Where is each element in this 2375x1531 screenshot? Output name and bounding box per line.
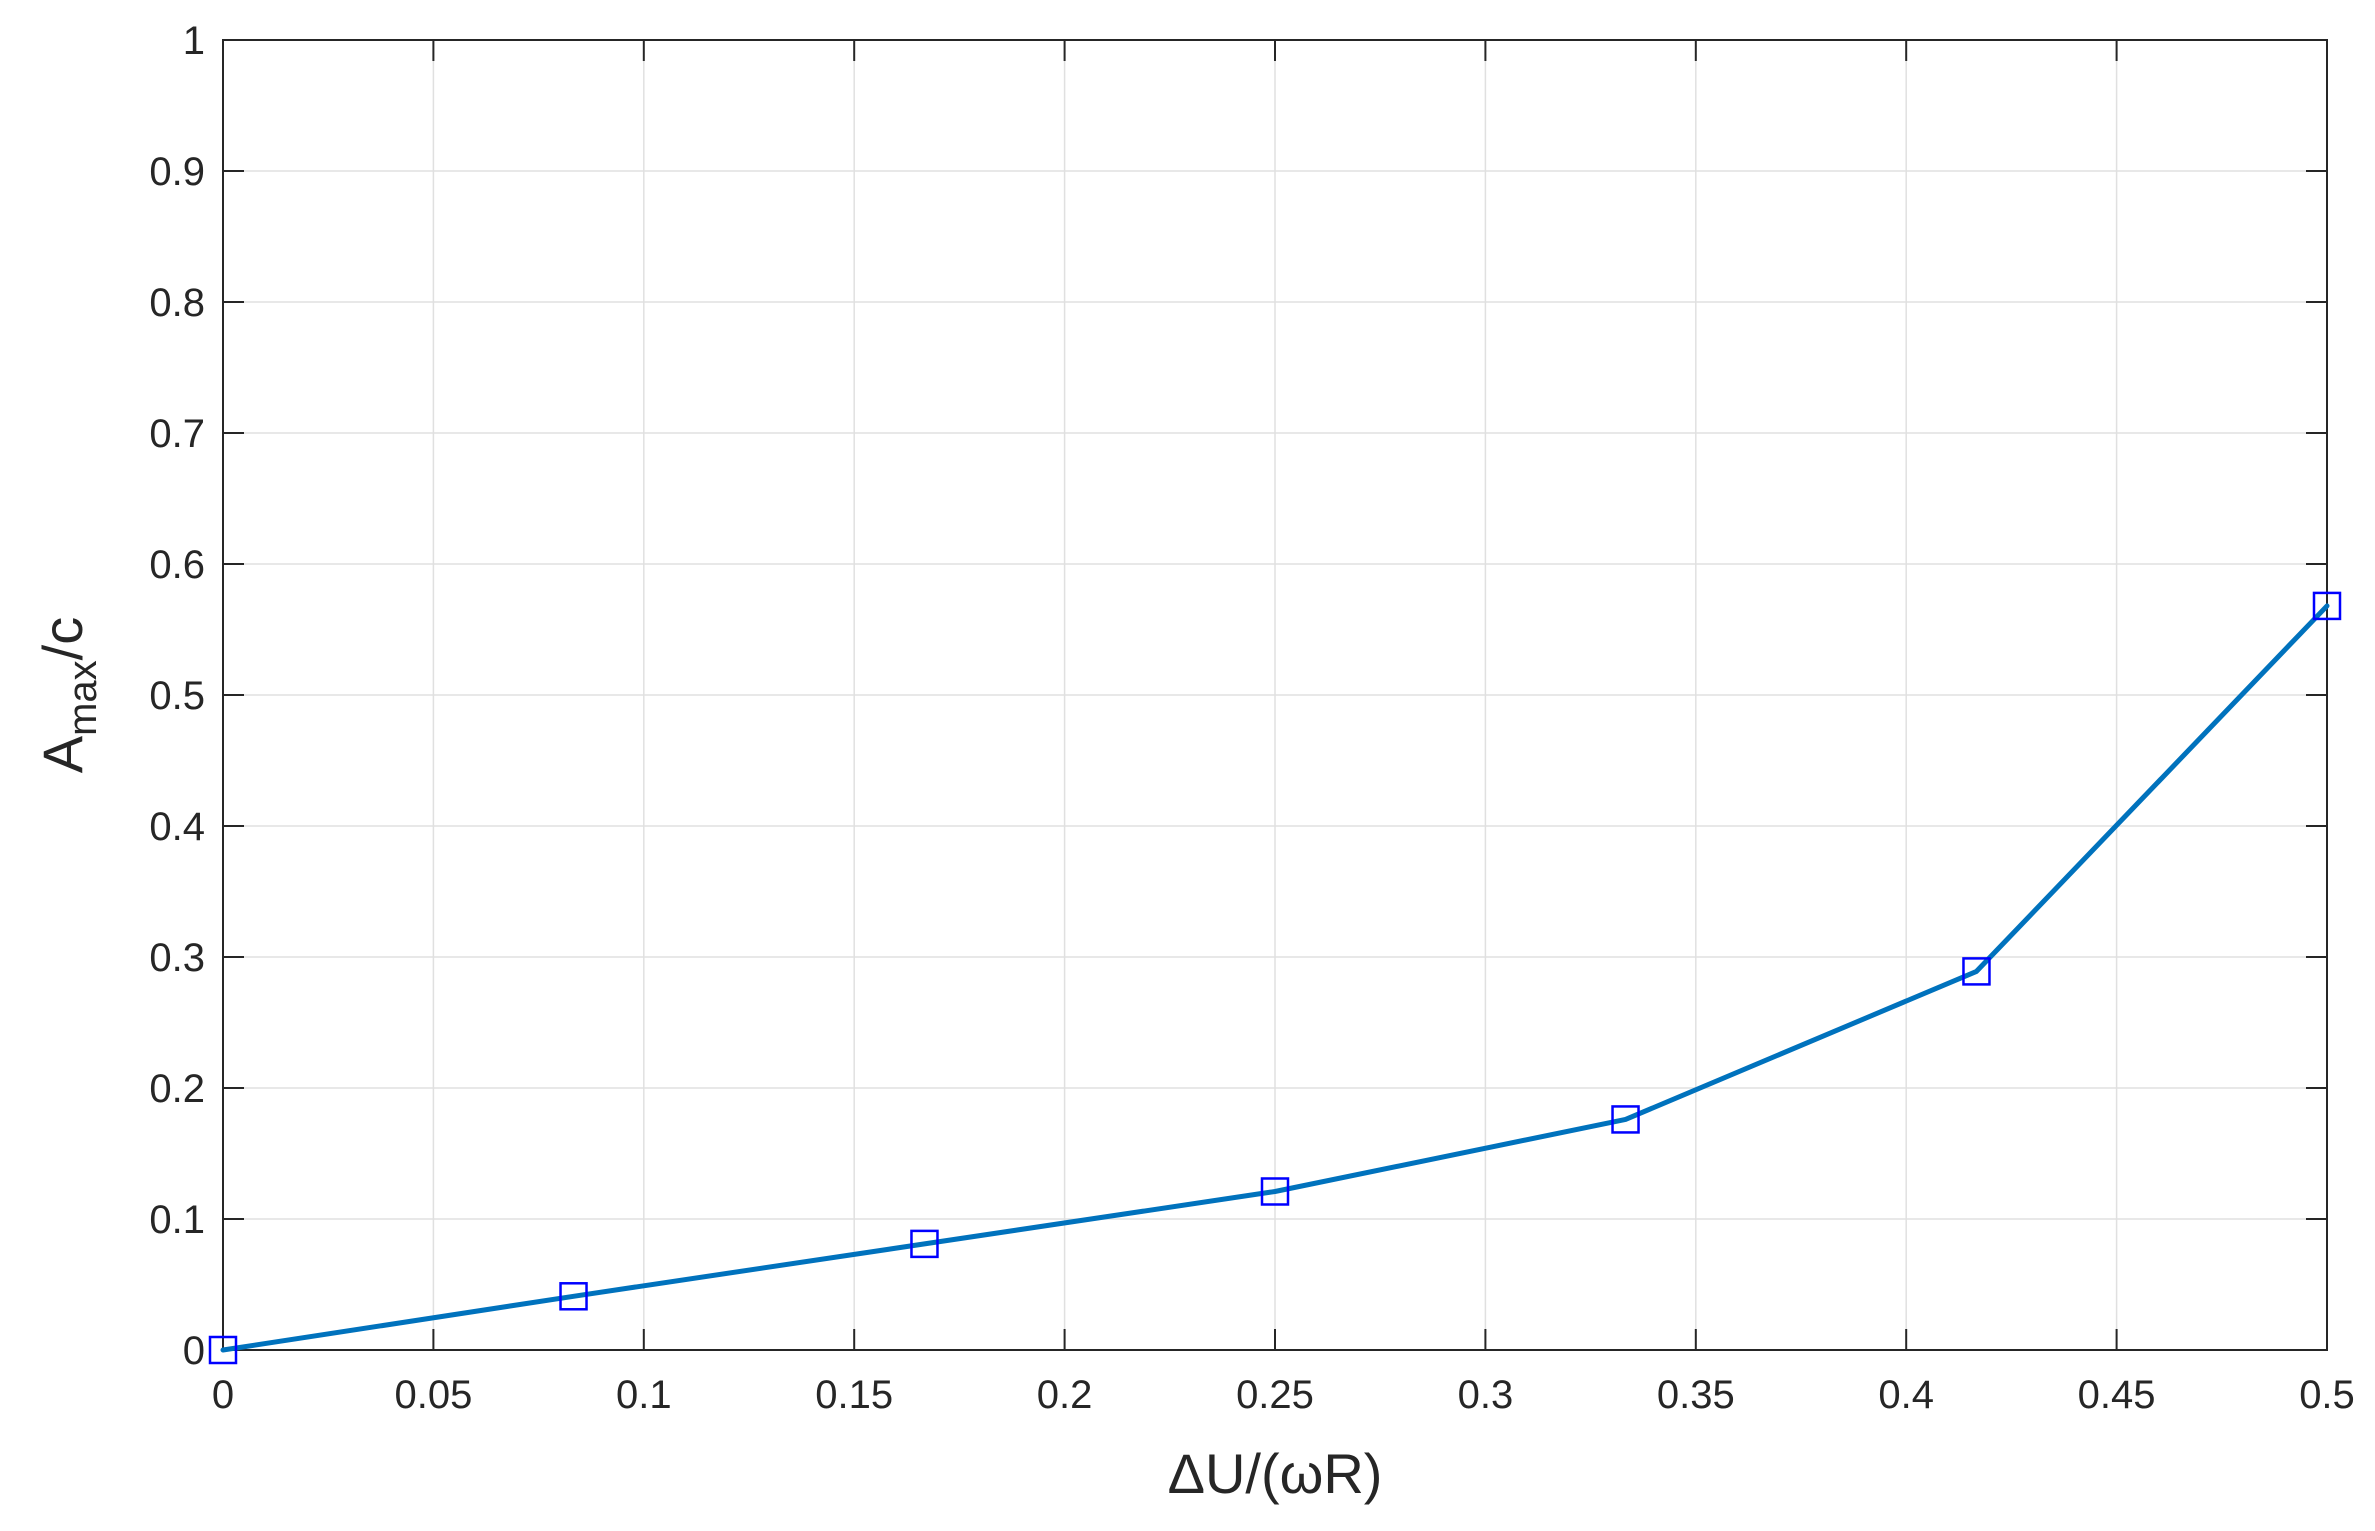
data-point-marker <box>559 1282 588 1311</box>
x-tick-label: 0.35 <box>1657 1373 1735 1417</box>
axis-ticks <box>222 39 2328 1351</box>
data-point-marker <box>1962 957 1991 986</box>
y-tick-label: 0 <box>183 1329 205 1373</box>
y-tick-label: 0.7 <box>149 412 205 456</box>
data-point-marker <box>1611 1105 1640 1134</box>
y-tick-label: 1 <box>183 19 205 63</box>
y-axis-label-suffix: /c <box>31 617 94 661</box>
x-tick-label: 0.4 <box>1878 1373 1934 1417</box>
y-axis-label-main: A <box>31 735 94 773</box>
data-point-marker <box>910 1229 939 1259</box>
x-axis-label: ΔU/(ωR) <box>1168 1442 1383 1505</box>
y-tick-label: 0.5 <box>149 674 205 718</box>
x-tick-labels: 0 0.05 0.1 0.15 0.2 0.25 0.3 0.35 0.4 0.45 0.5 <box>212 1373 2355 1417</box>
x-tick-label: 0.1 <box>616 1373 672 1417</box>
x-tick-label: 0.45 <box>2078 1373 2156 1417</box>
series-group <box>208 591 2342 1365</box>
data-point-marker <box>2312 591 2342 621</box>
data-point-marker <box>208 1335 238 1365</box>
x-tick-label: 0.2 <box>1037 1373 1093 1417</box>
data-point-marker <box>1260 1177 1290 1206</box>
x-tick-label: 0.05 <box>394 1373 472 1417</box>
x-tick-label: 0 <box>212 1373 234 1417</box>
y-tick-label: 0.3 <box>149 936 205 980</box>
x-tick-label: 0.5 <box>2299 1373 2355 1417</box>
y-tick-label: 0.6 <box>149 543 205 587</box>
y-tick-label: 0.4 <box>149 805 205 849</box>
y-axis-label: Amax/c <box>31 617 105 774</box>
x-tick-label: 0.15 <box>815 1373 893 1417</box>
y-tick-label: 0.2 <box>149 1067 205 1111</box>
x-tick-label: 0.25 <box>1236 1373 1314 1417</box>
y-tick-label: 0.9 <box>149 150 205 194</box>
y-tick-labels: 0 0.1 0.2 0.3 0.4 0.5 0.6 0.7 0.8 0.9 1 <box>149 19 205 1373</box>
y-tick-label: 0.8 <box>149 281 205 325</box>
y-axis-label-subscript: max <box>61 660 105 736</box>
x-tick-label: 0.3 <box>1458 1373 1514 1417</box>
series-line <box>220 603 2330 1353</box>
y-tick-label: 0.1 <box>149 1198 205 1242</box>
